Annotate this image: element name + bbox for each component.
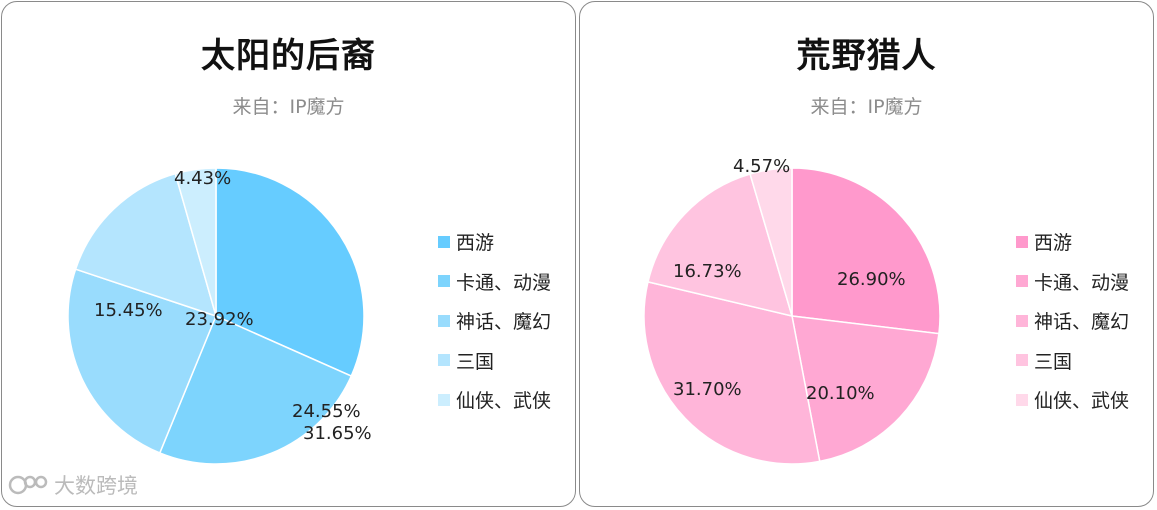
legend-swatch [438, 314, 450, 327]
slice-label-4: 15.45% [94, 300, 163, 321]
slice-label-2: 24.55% [292, 401, 361, 422]
logo-icon [8, 475, 48, 495]
pie-chart: 31.65%24.55% 23.92% 15.45% 4.43% [67, 167, 372, 465]
pie-slice-4 [74, 172, 218, 318]
pie-slice-5 [174, 167, 217, 317]
legend-item: 卡通、动漫 [438, 262, 551, 302]
slice-label-1: 31.65% [303, 423, 372, 444]
legend-label: 西游 [1034, 232, 1073, 255]
slice-label-4: 16.73% [673, 261, 742, 282]
legend-item: 仙侠、武侠 [1016, 380, 1129, 420]
legend-swatch [1016, 354, 1028, 367]
pie-chart: 26.90% 20.10% 31.70% 16.73% 4.57% [643, 156, 941, 465]
legend-swatch [1016, 275, 1028, 288]
chart-panel-right: 荒野猎人 来自：IP魔方 26.90% 20.10% 31.70% 16.73% 4.5… [579, 1, 1154, 507]
legend-label: 神话、魔幻 [1034, 311, 1130, 334]
slice-label-3: 23.92% [185, 309, 254, 330]
legend-label: 卡通、动漫 [1034, 271, 1130, 294]
legend-swatch [1016, 314, 1028, 327]
legend-swatch [438, 393, 450, 406]
legend-item: 神话、魔幻 [438, 301, 551, 341]
legend-item: 西游 [1016, 222, 1129, 262]
legend-label: 西游 [456, 232, 495, 255]
pie-slice-2 [791, 315, 940, 463]
slice-label-5: 4.43% [174, 168, 231, 189]
legend-label: 仙侠、武侠 [1034, 390, 1130, 413]
pie-slice-1 [791, 167, 941, 335]
slice-label-3: 31.70% [673, 379, 742, 400]
legend-item: 三国 [1016, 341, 1129, 381]
legend: 西游 卡通、动漫 神话、魔幻 三国 仙侠、武侠 [438, 222, 551, 420]
watermark-text: 大数跨境 [54, 474, 138, 498]
legend-swatch [438, 354, 450, 367]
pie-slice-4 [647, 173, 794, 318]
legend-label: 神话、魔幻 [456, 311, 552, 334]
pie-slice-1 [215, 167, 365, 378]
chart-title: 太阳的后裔 [201, 36, 376, 76]
slice-label-5: 4.57% [733, 156, 790, 177]
slice-label-1: 26.90% [837, 269, 906, 290]
watermark: 大数跨境 [8, 470, 138, 500]
legend-label: 仙侠、武侠 [456, 390, 552, 413]
legend-label: 卡通、动漫 [456, 271, 552, 294]
chart-subtitle: 来自：IP魔方 [810, 96, 923, 118]
legend-item: 三国 [438, 341, 551, 381]
legend-item: 卡通、动漫 [1016, 262, 1129, 302]
pie-slice-3 [67, 268, 217, 454]
legend-label: 三国 [456, 350, 495, 373]
slice-label-2: 20.10% [806, 383, 875, 404]
legend-swatch [1016, 235, 1028, 248]
pie-slice-2 [158, 315, 353, 465]
legend-swatch [438, 275, 450, 288]
chart-panel-left: 太阳的后裔 来自：IP魔方 31.65% 24.55% 23.92% 15.45% 4.… [1, 1, 576, 507]
legend-swatch [438, 235, 450, 248]
chart-title: 荒野猎人 [796, 36, 937, 76]
chart-subtitle: 来自：IP魔方 [232, 96, 345, 118]
legend: 西游 卡通、动漫 神话、魔幻 三国 仙侠、武侠 [1016, 222, 1129, 420]
legend-item: 西游 [438, 222, 551, 262]
legend-item: 仙侠、武侠 [438, 380, 551, 420]
pie-slice-5 [749, 167, 793, 317]
legend-item: 神话、魔幻 [1016, 301, 1129, 341]
pie-slice-3 [643, 280, 821, 465]
legend-label: 三国 [1034, 350, 1073, 373]
legend-swatch [1016, 393, 1028, 406]
